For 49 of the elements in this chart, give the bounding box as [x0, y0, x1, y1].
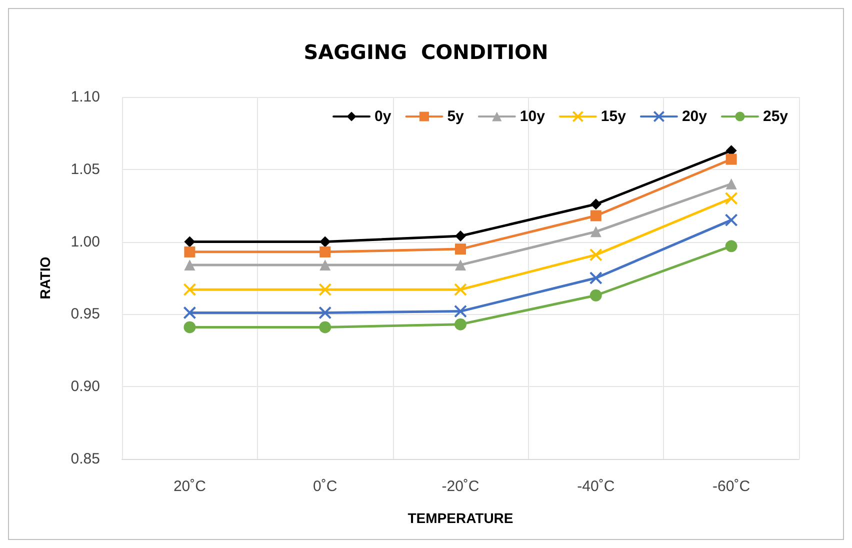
legend-label: 10y [520, 108, 546, 125]
point [724, 214, 738, 227]
point [318, 283, 332, 296]
point [725, 240, 738, 252]
point [184, 321, 196, 334]
legend-label: 25y [762, 108, 789, 125]
point [455, 259, 466, 270]
legend-label: 15y [600, 108, 627, 125]
point [590, 198, 602, 210]
y-tick-label: 1.10 [70, 88, 100, 106]
x-tick-label: -60˚C [712, 478, 750, 495]
point [590, 289, 602, 302]
point [318, 306, 332, 320]
point [454, 318, 466, 330]
point [589, 272, 602, 284]
point [454, 304, 467, 318]
x-axis-title: TEMPERATURE [408, 510, 514, 526]
point [454, 283, 467, 296]
y-axis-title: RATIO [37, 256, 53, 300]
point [320, 259, 331, 270]
point [726, 178, 737, 190]
point [589, 248, 602, 262]
legend-label: 20y [682, 108, 708, 125]
point [184, 246, 196, 258]
point [724, 192, 738, 205]
x-tick-label: 0˚C [313, 478, 338, 495]
x-tick-label: -40˚C [577, 478, 615, 495]
point [183, 283, 196, 296]
y-tick-label: 1.05 [70, 160, 100, 178]
point [590, 210, 602, 222]
point [590, 226, 602, 238]
point [183, 306, 196, 320]
legend-label: 5y [447, 108, 465, 125]
point [455, 244, 466, 255]
point [726, 154, 737, 165]
y-tick-label: 0.85 [70, 450, 100, 468]
point [319, 321, 332, 334]
point [184, 259, 196, 270]
legend-label: 0y [374, 108, 392, 125]
chart-title: SAGGING CONDITION [304, 40, 548, 64]
point [184, 236, 196, 248]
x-tick-label: -20˚C [442, 478, 480, 495]
y-tick-label: 0.90 [70, 378, 100, 396]
x-tick-label: 20˚C [173, 478, 206, 495]
point [320, 246, 331, 258]
point [320, 236, 331, 248]
y-tick-label: 0.95 [70, 306, 100, 323]
point [455, 230, 466, 242]
y-tick-label: 1.00 [70, 233, 100, 250]
